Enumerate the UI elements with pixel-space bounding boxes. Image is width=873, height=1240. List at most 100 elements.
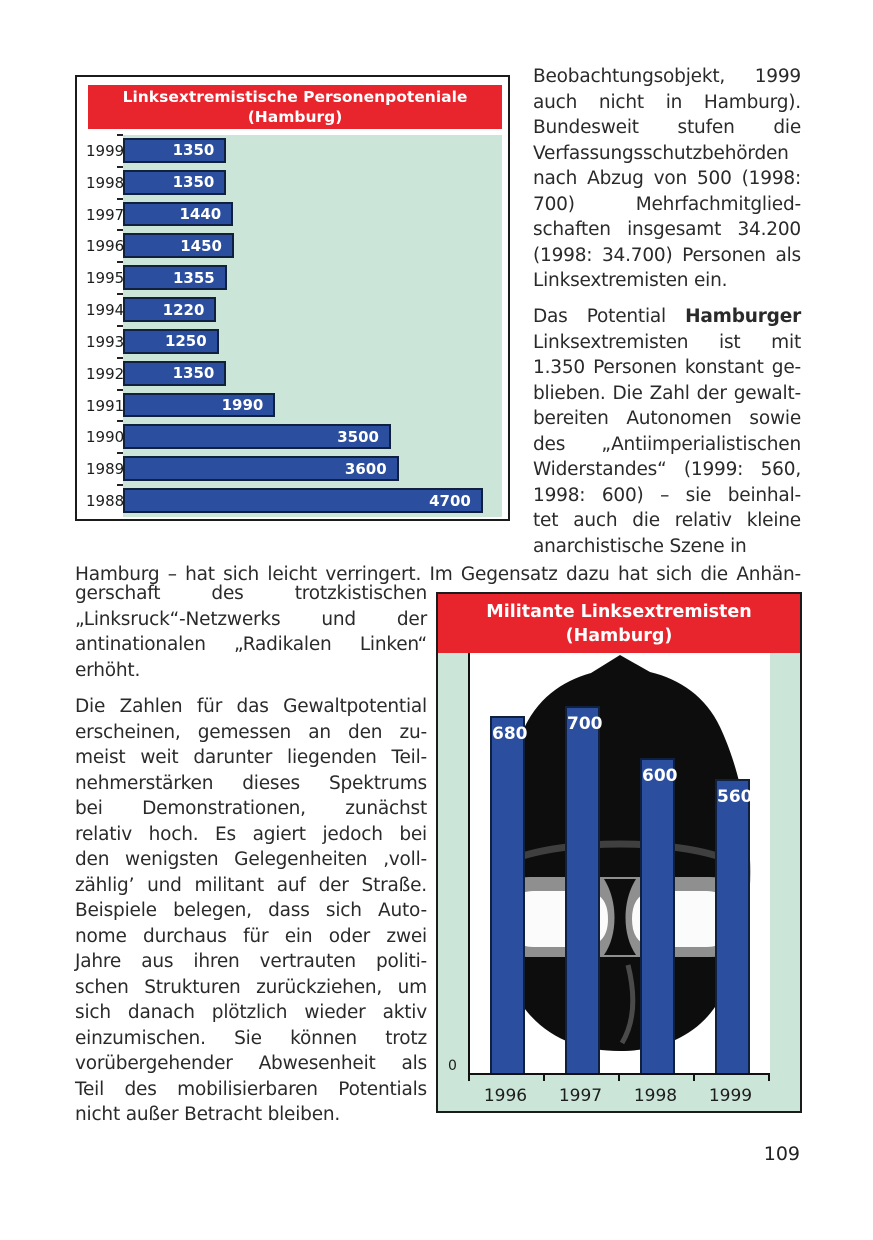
text-line: nach Abzug von 500 (1998:: [533, 168, 801, 189]
text-line: anarchistische Szene in: [533, 535, 747, 557]
x-axis-year-label: 1998: [633, 1086, 678, 1106]
text-line: schaften insgesamt 34.200: [533, 219, 801, 240]
text-line: nicht außer Betracht bleiben.: [75, 1104, 341, 1125]
bar: 3500: [123, 424, 391, 450]
bar-value-label: 4700: [429, 491, 471, 510]
plot-cell: 1350: [117, 134, 502, 167]
bar: 1250: [123, 328, 219, 354]
bar: 1450: [123, 233, 234, 259]
bar-row: 1989 3600: [77, 452, 502, 486]
militante-chart: Militante Linksextremisten (Hamburg) 680…: [436, 592, 802, 1113]
bar-value-label: 1355: [172, 268, 215, 287]
text-line: erhöht.: [75, 659, 141, 681]
bar-row: 1991 1990: [77, 388, 502, 422]
text-line: bei Demonstrationen, zunächst: [75, 798, 427, 819]
bar-value-label: 1220: [162, 300, 205, 319]
bar-row: 1993 1250: [77, 324, 502, 358]
text-line: Linksextremisten ein.: [533, 270, 728, 291]
y-axis-year-label: 1995: [77, 262, 124, 295]
plot-cell: 1450: [117, 229, 502, 263]
plot-cell: 1250: [117, 324, 502, 358]
bar: 700: [565, 705, 603, 1073]
text-line: Beobachtungsobjekt, 1999: [533, 66, 801, 87]
y-axis-year-label: 1989: [77, 453, 124, 486]
plot-cell: 4700: [117, 484, 502, 517]
bar: 1990: [123, 392, 276, 418]
text-line: erscheinen, gemessen an den zu-: [75, 721, 427, 743]
chart-title-banner: Linksextremistische Personenpoteniale (H…: [88, 85, 502, 129]
text-line: Teil des mobilisierbaren Potentials: [75, 1078, 427, 1100]
text-line: meist weit darunter liegenden Teil-: [75, 747, 427, 768]
y-axis-year-label: 1993: [77, 325, 124, 358]
bar: 1350: [123, 138, 227, 163]
text-line: Jahre aus ihren vertrauten politi-: [75, 951, 427, 972]
bar: 600: [640, 758, 678, 1073]
axis-tick: [768, 1075, 770, 1081]
balaclava-mask-icon: [491, 655, 751, 1051]
bar-value-label: 560: [717, 787, 753, 807]
text-line: 1.350 Personen konstant ge-: [533, 357, 801, 378]
page-number: 109: [763, 1143, 800, 1165]
bar-row: 1999 1350: [77, 134, 502, 167]
text-line: Widerstandes“ (1999: 560,: [533, 459, 801, 480]
plot-cell: 1990: [117, 388, 502, 422]
plot-cell: 3600: [117, 452, 502, 486]
text-line: Verfassungsschutzbehörden: [533, 142, 789, 164]
chart-title-line2: (Hamburg): [247, 107, 343, 126]
chart-title-line1: Linksextremistische Personenpoteniale: [122, 88, 468, 106]
y-axis-year-label: 1997: [77, 198, 124, 231]
text-line: bereiten Autonomen sowie: [533, 408, 801, 429]
x-axis-year-label: 1997: [558, 1086, 603, 1106]
bar-value-label: 1450: [180, 236, 222, 255]
bar: 1350: [123, 169, 227, 195]
bar-row: 1992 1350: [77, 356, 502, 390]
body-text-paragraph: Beobachtungsobjekt, 1999 auch nicht in Ha…: [533, 64, 801, 294]
body-text-bridge-line: Hamburg – hat sich leicht verringert. Im…: [75, 562, 801, 588]
text-line: relativ hoch. Es agiert jedoch bei: [75, 823, 427, 845]
bar-row: 1990 3500: [77, 420, 502, 454]
y-axis-year-label: 1992: [77, 357, 124, 390]
bar-value-label: 1440: [179, 205, 222, 224]
bar-row: 1998 1350: [77, 165, 502, 199]
body-text-paragraph: gerschaft des trotzkistischen „Linksruck“…: [75, 581, 427, 683]
text-line: vorübergehender Abwesenheit als: [75, 1053, 427, 1074]
y-axis-year-label: 1994: [77, 294, 124, 326]
text-line: antinationalen „Radikalen Linken“: [75, 634, 427, 655]
text-line: sich danach plötzlich wieder aktiv: [75, 1002, 427, 1023]
text-line: Die Zahlen für das Gewaltpotential: [75, 696, 427, 717]
y-axis-year-label: 1990: [77, 421, 124, 454]
text-line: gerschaft des trotzkistischen: [75, 583, 427, 604]
axis-tick: [543, 1075, 545, 1081]
y-axis-year-label: 1998: [77, 166, 124, 199]
chart-title-line2: (Hamburg): [565, 626, 673, 646]
text-line: nome durchaus für ein oder zwei: [75, 925, 427, 947]
y-axis-zero-label: 0: [448, 1058, 457, 1074]
text-line: nehmerstärken dieses Spektrums: [75, 772, 427, 794]
text-line: Hamburg – hat sich leicht verringert. Im…: [75, 564, 801, 585]
bar: 1220: [123, 297, 217, 322]
text-line: 1998: 600) – sie beinhal-: [533, 484, 801, 506]
bar-rows-area: 1999 1350 1998 1350 1997 1440 1996 1450 1995 1355…: [77, 134, 502, 517]
plot-cell: 1220: [117, 293, 502, 326]
bar: 1440: [123, 201, 234, 227]
bar-value-label: 3600: [344, 459, 387, 478]
chart-title-banner: Militante Linksextremisten (Hamburg): [438, 594, 800, 653]
text-line: 700) Mehrfachmitglied-: [533, 193, 801, 215]
personenpotential-chart: Linksextremistische Personenpoteniale (H…: [75, 75, 510, 521]
text-line: des „Antiimperialistischen: [533, 433, 801, 455]
text-line: tet auch die relativ kleine: [533, 510, 801, 531]
y-axis-year-label: 1999: [77, 135, 124, 167]
x-axis-year-label: 1999: [708, 1086, 753, 1106]
text-line: (1998: 34.700) Personen als: [533, 244, 801, 266]
bar-row: 1996 1450: [77, 229, 502, 263]
bar: 560: [715, 779, 753, 1073]
x-axis-year-label: 1996: [483, 1086, 528, 1106]
axis-tick: [618, 1075, 620, 1081]
bar-row: 1988 4700: [77, 484, 502, 517]
plot-cell: 1350: [117, 356, 502, 390]
text-line: blieben. Die Zahl der gewalt-: [533, 382, 801, 404]
bar: 3600: [123, 456, 399, 482]
text-line: schen Strukturen zurückziehen, um: [75, 976, 427, 998]
text-line: Bundesweit stufen die: [533, 117, 801, 138]
